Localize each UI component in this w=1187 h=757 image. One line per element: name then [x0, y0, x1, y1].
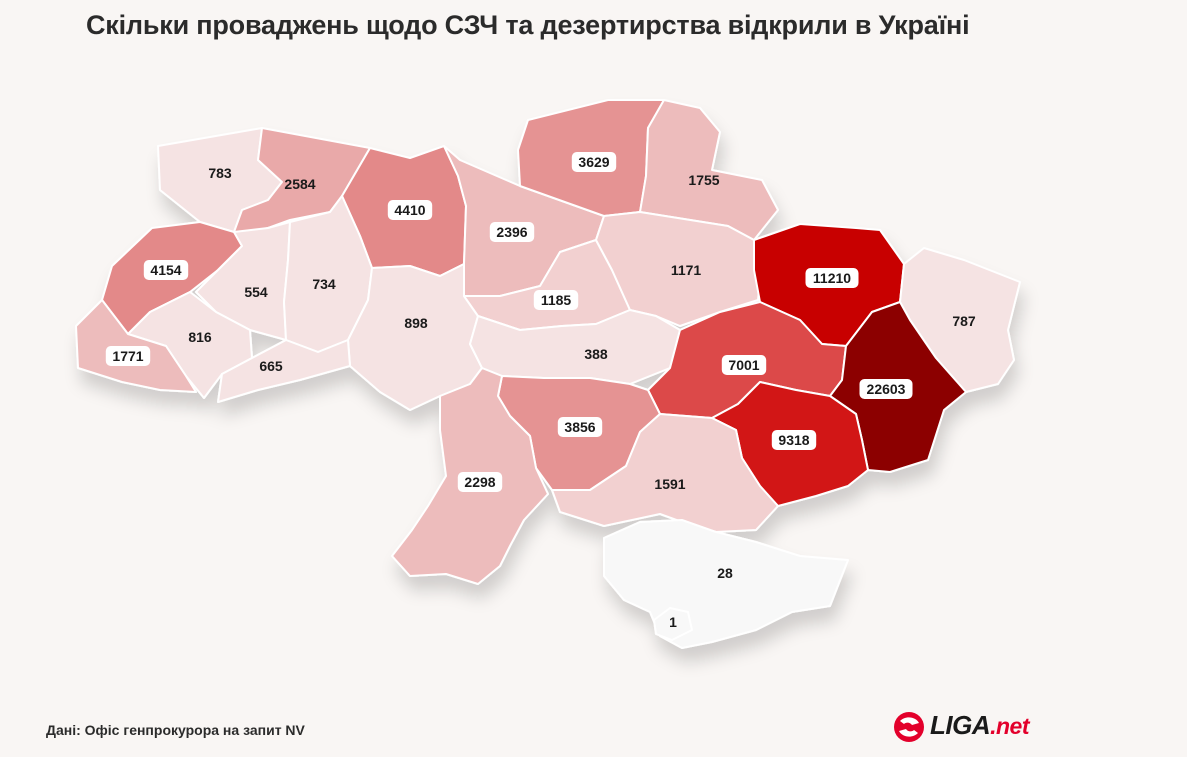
region-value-dnipropetrovsk: 7001	[728, 357, 759, 373]
value-label-box-zhytomyr	[387, 200, 433, 220]
region-value-zakarpattia: 1771	[112, 348, 143, 364]
region-value-zaporizhzhia: 9318	[778, 432, 809, 448]
region-value-volyn: 783	[208, 165, 232, 181]
data-source-note: Дані: Офіс генпрокурора на запит NV	[46, 722, 305, 738]
liga-logo-icon	[894, 712, 924, 742]
region-value-kyiv: 2396	[496, 224, 527, 240]
value-label-box-kharkiv	[805, 268, 859, 288]
value-label-box-donetsk	[859, 379, 913, 399]
region-crimea	[603, 519, 849, 649]
region-sevastopol	[653, 607, 693, 641]
region-value-sumy: 1755	[688, 172, 719, 188]
region-value-ivano-frankivsk: 816	[188, 329, 212, 345]
region-value-vinnytsia: 898	[404, 315, 428, 331]
region-value-chernihiv: 3629	[578, 154, 609, 170]
region-value-kharkiv: 11210	[813, 270, 851, 286]
region-kherson	[551, 413, 779, 533]
region-value-crimea: 28	[717, 565, 733, 581]
region-value-rivne: 2584	[284, 176, 315, 192]
region-value-sevastopol: 1	[669, 614, 677, 630]
region-value-luhansk: 787	[952, 313, 976, 329]
map-title: Скільки проваджень щодо СЗЧ та дезертирс…	[86, 10, 970, 40]
value-label-box-zakarpattia	[105, 346, 151, 366]
value-label-box-odesa	[457, 472, 503, 492]
region-value-kherson: 1591	[654, 476, 685, 492]
value-label-box-zaporizhzhia	[771, 430, 817, 450]
region-value-ternopil: 554	[244, 284, 268, 300]
liga-logo-wordmark: LIGA.net	[930, 710, 1029, 740]
region-value-cherkasy: 1185	[541, 292, 572, 308]
region-value-zhytomyr: 4410	[394, 202, 425, 218]
region-value-chernivtsi: 665	[259, 358, 283, 374]
region-chernivtsi	[217, 339, 351, 403]
region-ternopil	[195, 221, 291, 341]
region-value-poltava: 1171	[671, 262, 702, 278]
region-value-kirovohrad: 388	[584, 346, 608, 362]
region-value-lviv: 4154	[150, 262, 181, 278]
value-label-box-cherkasy	[533, 290, 579, 310]
value-label-box-mykolaiv	[557, 417, 603, 437]
region-value-mykolaiv: 3856	[564, 419, 595, 435]
region-sumy	[639, 99, 779, 241]
value-label-box-dnipropetrovsk	[721, 355, 767, 375]
region-value-donetsk: 22603	[867, 381, 906, 397]
value-label-box-kyiv	[489, 222, 535, 242]
region-value-khmelnytskyi: 734	[312, 276, 336, 292]
value-label-box-chernihiv	[571, 152, 617, 172]
value-label-box-lviv	[143, 260, 189, 280]
region-value-odesa: 2298	[464, 474, 495, 490]
